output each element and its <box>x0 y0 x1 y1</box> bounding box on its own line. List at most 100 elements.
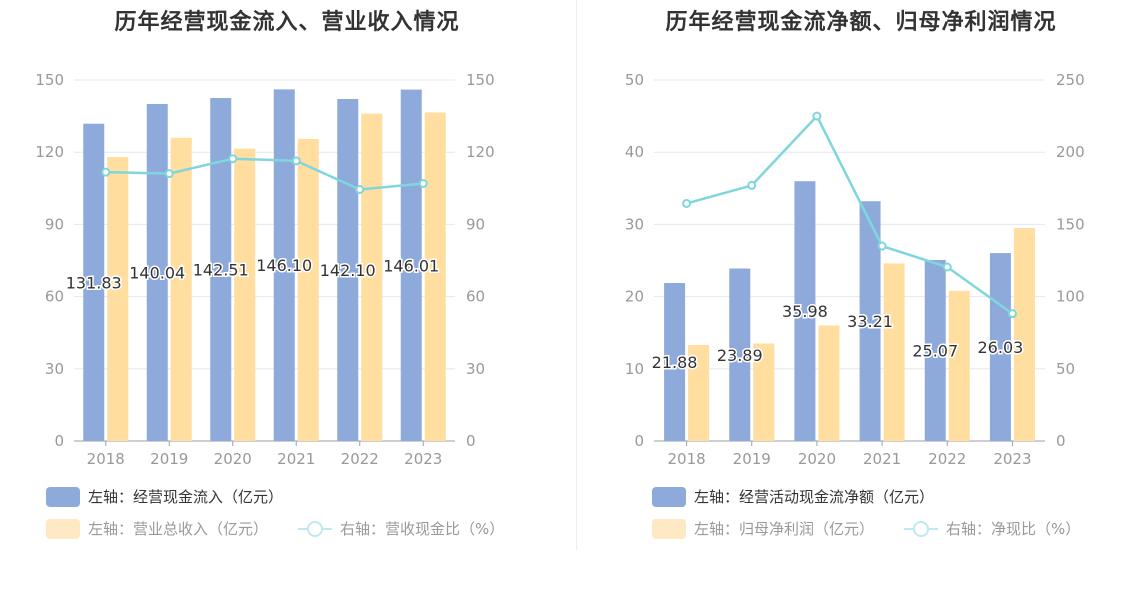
data-label: 21.88 <box>652 353 698 372</box>
line-point <box>747 180 757 190</box>
left-axis-tick-label: 10 <box>625 360 644 378</box>
x-axis-tick-label: 2021 <box>863 450 901 468</box>
bar <box>337 99 359 441</box>
data-label: 142.51 <box>193 261 249 280</box>
left-axis-tick-label: 50 <box>625 71 644 89</box>
left-axis-tick-label: 30 <box>45 360 64 378</box>
bar <box>361 113 383 442</box>
legend-label: 左轴：经营活动现金流净额（亿元） <box>694 488 935 506</box>
legend-label: 左轴：经营现金流入（亿元） <box>88 488 284 506</box>
line-point <box>1007 309 1017 319</box>
line-series <box>105 157 424 191</box>
data-label: 142.10 <box>320 261 376 280</box>
bar <box>400 89 422 441</box>
legend-item-net-cash[interactable]: 左轴：经营活动现金流净额（亿元） <box>652 486 934 507</box>
bar <box>146 103 168 441</box>
right-axis-tick-label: 120 <box>466 143 495 161</box>
line-point <box>418 178 428 188</box>
legend-item-net-cash-ratio[interactable]: 右轴：净现比（%） <box>904 518 1080 539</box>
right-axis-tick-label: 150 <box>466 71 495 89</box>
bar <box>107 157 129 441</box>
right-axis-tick-label: 0 <box>1056 432 1066 450</box>
bar <box>664 283 686 441</box>
legend-label: 左轴：归母净利润（亿元） <box>694 520 875 538</box>
left-axis-tick-label: 60 <box>45 288 64 306</box>
line-point <box>682 198 692 208</box>
left-axis-tick-label: 90 <box>45 215 64 233</box>
right-axis-tick-label: 90 <box>466 215 485 233</box>
legend-label: 右轴：营收现金比（%） <box>340 520 505 538</box>
chart-canvas: 0 0 30 30 60 60 90 90 120 120 150 150 2018 2019 2020 20… <box>35 71 495 468</box>
line-point <box>228 154 238 164</box>
bar <box>234 148 256 441</box>
line-point <box>291 156 301 166</box>
bar <box>794 181 816 441</box>
chart-title: 历年经营现金流净额、归母净利润情况 <box>665 10 1057 35</box>
right-axis-tick-label: 250 <box>1056 71 1085 89</box>
x-axis-tick-label: 2022 <box>928 450 966 468</box>
data-label: 131.83 <box>66 273 122 292</box>
bar <box>818 325 840 441</box>
right-axis-tick-label: 200 <box>1056 143 1085 161</box>
data-label: 33.21 <box>847 312 893 331</box>
bar <box>883 263 905 441</box>
bar <box>948 290 970 441</box>
line-point <box>355 185 365 195</box>
bar <box>924 259 946 441</box>
bar <box>210 98 232 441</box>
bar <box>273 89 295 442</box>
left-axis-tick-label: 40 <box>625 143 644 161</box>
line-point <box>942 262 952 272</box>
panel-divider <box>576 0 577 550</box>
data-label: 146.01 <box>383 256 439 275</box>
x-axis-tick-label: 2021 <box>277 450 315 468</box>
right-axis-tick-label: 60 <box>466 288 485 306</box>
x-axis-tick-label: 2020 <box>798 450 836 468</box>
bar <box>1013 228 1035 441</box>
bar <box>297 138 319 442</box>
bar-swatch-icon <box>652 518 686 539</box>
legend-item-cash-inflow[interactable]: 左轴：经营现金流入（亿元） <box>46 486 283 507</box>
left-axis-tick-label: 120 <box>35 143 64 161</box>
line-point <box>812 111 822 121</box>
chart-panel-cash-inflow: 历年经营现金流入、营业收入情况 0 0 30 30 60 60 90 90 120 120 150 1… <box>35 10 504 539</box>
x-axis-tick-label: 2018 <box>667 450 705 468</box>
data-label: 140.04 <box>129 263 185 282</box>
line-marker-icon <box>904 519 938 539</box>
right-axis-tick-label: 100 <box>1056 288 1085 306</box>
left-axis-tick-label: 30 <box>625 215 644 233</box>
bar <box>83 123 105 442</box>
line-point <box>101 167 111 177</box>
x-axis-tick-label: 2023 <box>404 450 442 468</box>
x-axis-tick-label: 2023 <box>993 450 1031 468</box>
bar <box>859 201 881 441</box>
chart-title: 历年经营现金流入、营业收入情况 <box>114 10 460 35</box>
bar <box>688 344 710 441</box>
chart-panel-net-cash: 历年经营现金流净额、归母净利润情况 0 0 10 50 20 100 30 150 40 200 5… <box>574 0 1148 589</box>
legend-label: 右轴：净现比（%） <box>946 520 1081 538</box>
x-axis-tick-label: 2020 <box>214 450 252 468</box>
data-label: 26.03 <box>978 338 1024 357</box>
legend-item-revenue[interactable]: 左轴：营业总收入（亿元） <box>46 518 268 539</box>
left-axis-tick-label: 0 <box>54 432 64 450</box>
bar-swatch-icon <box>652 486 686 507</box>
legend-item-cash-ratio[interactable]: 右轴：营收现金比（%） <box>298 518 504 539</box>
bar <box>753 343 775 441</box>
data-label: 25.07 <box>912 341 958 360</box>
left-axis-tick-label: 150 <box>35 71 64 89</box>
line-series <box>686 113 1014 315</box>
left-axis-tick-label: 20 <box>625 288 644 306</box>
right-axis-tick-label: 0 <box>466 432 476 450</box>
legend-label: 左轴：营业总收入（亿元） <box>88 520 269 538</box>
line-marker-icon <box>298 519 332 539</box>
x-axis-tick-label: 2022 <box>341 450 379 468</box>
right-axis-tick-label: 30 <box>466 360 485 378</box>
data-label: 23.89 <box>717 346 763 365</box>
right-axis-tick-label: 50 <box>1056 360 1075 378</box>
legend-item-net-profit[interactable]: 左轴：归母净利润（亿元） <box>652 518 874 539</box>
bar <box>729 268 751 441</box>
x-axis-tick-label: 2018 <box>87 450 125 468</box>
data-label: 146.10 <box>256 256 312 275</box>
left-axis-tick-label: 0 <box>634 432 644 450</box>
x-axis-tick-label: 2019 <box>150 450 188 468</box>
